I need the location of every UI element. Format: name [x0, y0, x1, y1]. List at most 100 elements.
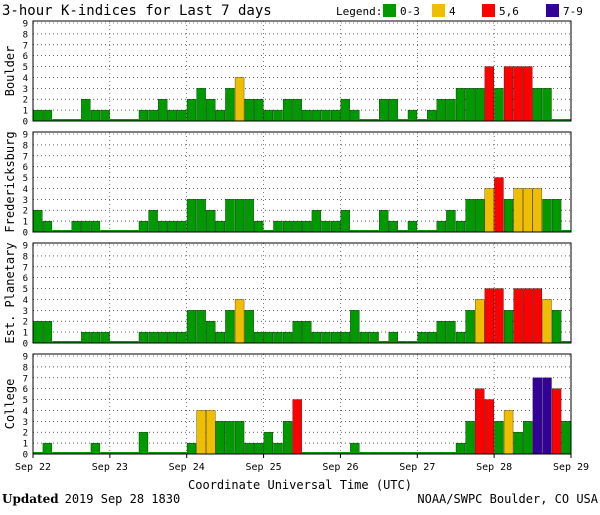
y-tick-label: 3	[23, 418, 28, 428]
bar	[167, 109, 177, 122]
y-tick-label: 0	[23, 451, 28, 461]
legend-swatch-3	[546, 4, 559, 17]
bar	[33, 109, 43, 122]
bar	[551, 199, 562, 233]
y-tick-label: 7	[23, 263, 28, 273]
y-tick-label: 7	[23, 41, 28, 51]
bar	[90, 220, 101, 233]
x-axis-label: Coordinate Universal Time (UTC)	[188, 478, 412, 492]
bar	[436, 99, 446, 122]
bar	[225, 199, 235, 233]
bar	[311, 210, 322, 233]
y-tick-label: 9	[23, 131, 28, 141]
bar	[475, 388, 485, 455]
x-tick-label: Sep 25	[246, 462, 282, 473]
bar	[33, 210, 43, 233]
bar	[71, 220, 81, 233]
bar	[532, 377, 543, 455]
panel-border	[32, 242, 572, 344]
bar	[263, 432, 274, 455]
bar	[282, 421, 293, 455]
x-axis-ticks: Sep 22 Sep 23 Sep 24 Sep 25 Sep 26 Sep 27 Sep …	[15, 454, 589, 473]
bar	[475, 299, 485, 344]
bar	[455, 442, 466, 455]
bar	[292, 99, 302, 122]
y-tick-label: 8	[23, 252, 28, 262]
legend-label: Legend:	[336, 5, 382, 18]
bar	[523, 421, 533, 455]
bar	[254, 220, 264, 233]
bar	[302, 321, 312, 344]
bar	[388, 220, 398, 233]
bar	[494, 421, 504, 455]
panels: 0123456789Boulder0123456789Fredericksbur…	[3, 20, 572, 461]
bar	[494, 177, 504, 233]
y-tick-label: 3	[23, 307, 28, 317]
bar	[494, 88, 504, 122]
bar	[196, 199, 206, 233]
bar	[513, 188, 523, 233]
bar	[234, 299, 245, 344]
y-tick-label: 1	[23, 329, 28, 339]
panel-border	[32, 131, 572, 233]
bar	[273, 109, 283, 122]
bar	[407, 220, 418, 233]
bar	[234, 421, 245, 455]
legend-entry-2: 5,6	[499, 5, 519, 18]
legend-entry-0: 0-3	[400, 5, 420, 18]
bar	[254, 331, 264, 344]
bar	[350, 442, 360, 455]
bar	[350, 310, 360, 344]
bar	[446, 321, 456, 344]
bar	[302, 109, 312, 122]
bar	[273, 442, 283, 455]
bar	[138, 432, 149, 455]
bar	[215, 331, 225, 344]
bar	[321, 220, 331, 233]
x-tick-label: Sep 28	[476, 462, 512, 473]
x-tick-label: Sep 29	[553, 462, 589, 473]
bar	[532, 288, 543, 344]
bar	[148, 109, 158, 122]
bar	[81, 220, 91, 233]
y-tick-label: 9	[23, 242, 28, 252]
x-tick-label: Sep 23	[92, 462, 128, 473]
bar	[503, 66, 514, 122]
bar	[388, 331, 398, 344]
bar	[455, 220, 466, 233]
bar	[465, 421, 475, 455]
bar	[90, 331, 101, 344]
y-tick-label: 8	[23, 30, 28, 40]
bar	[282, 220, 293, 233]
legend-entry-3: 7-9	[563, 5, 583, 18]
bar	[167, 220, 177, 233]
y-tick-label: 5	[23, 396, 28, 406]
bar	[561, 421, 571, 455]
bar	[177, 109, 187, 122]
bar	[330, 109, 341, 122]
legend-entry-1: 4	[449, 5, 456, 18]
bar	[465, 88, 475, 122]
bar	[484, 399, 494, 455]
bar	[292, 321, 302, 344]
updated-label: Updated	[2, 492, 59, 506]
bar	[234, 199, 245, 233]
bar	[138, 220, 149, 233]
bar	[42, 109, 53, 122]
bar	[340, 99, 350, 122]
bar	[446, 99, 456, 122]
bar	[503, 199, 514, 233]
y-tick-label: 6	[23, 385, 28, 395]
bar	[503, 410, 514, 455]
bar	[330, 331, 341, 344]
bar	[292, 220, 302, 233]
bar	[436, 220, 446, 233]
bar	[503, 310, 514, 344]
bar	[186, 199, 197, 233]
bar	[302, 220, 312, 233]
y-tick-label: 5	[23, 174, 28, 184]
x-tick-label: Sep 26	[322, 462, 358, 473]
